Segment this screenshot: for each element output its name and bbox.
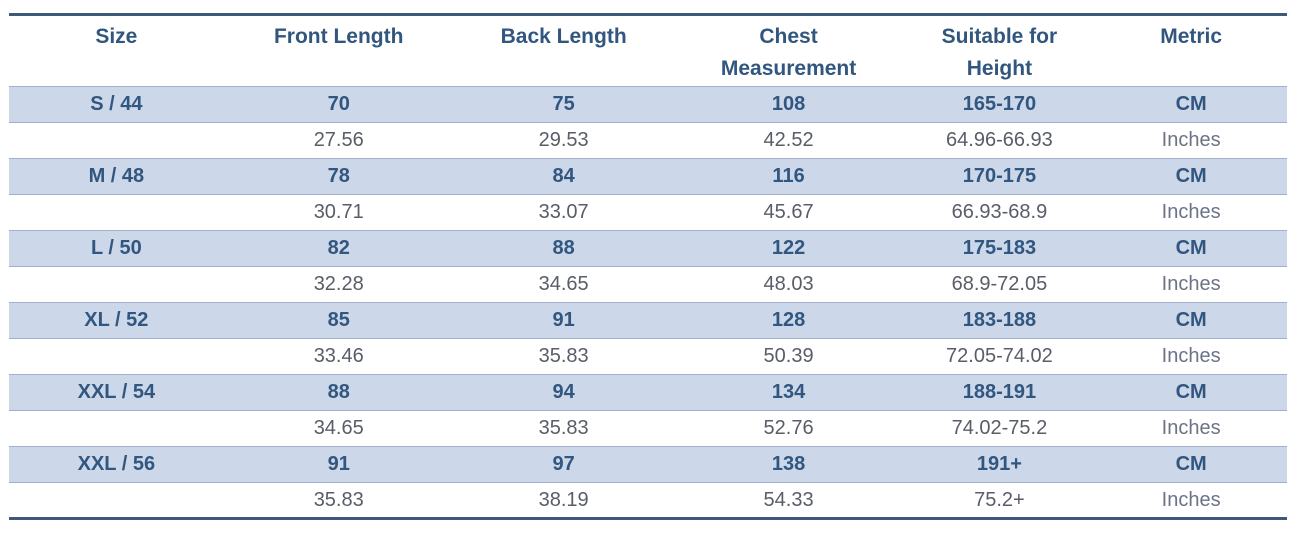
table-cell: 30.71	[223, 194, 454, 231]
table-cell: 78	[223, 158, 454, 195]
table-row-cm: XXL / 56 91 97 138 191+ CM	[9, 446, 1287, 483]
table-cell: 50.39	[673, 338, 904, 375]
table-cell: 88	[453, 230, 674, 267]
table-cell: 64.96-66.93	[903, 122, 1096, 159]
table-cell: 72.05-74.02	[903, 338, 1096, 375]
table-cell: 34.65	[223, 410, 454, 447]
table-cell: CM	[1095, 374, 1287, 411]
table-cell: 165-170	[903, 86, 1096, 123]
table-row-inches: 34.65 35.83 52.76 74.02-75.2 Inches	[9, 410, 1287, 447]
table-cell	[9, 266, 224, 303]
table-cell: 75.2+	[903, 482, 1096, 519]
column-header: Suitable for Height	[941, 25, 1058, 80]
table-cell: 34.65	[453, 266, 674, 303]
table-row-cm: XXL / 54 88 94 134 188-191 CM	[9, 374, 1287, 411]
column-header: Chest Measurement	[720, 25, 857, 80]
table-row-inches: 27.56 29.53 42.52 64.96-66.93 Inches	[9, 122, 1287, 159]
table-cell: 74.02-75.2	[903, 410, 1096, 447]
table-cell: Inches	[1095, 410, 1287, 447]
table-cell: 97	[453, 446, 674, 483]
table-cell: 29.53	[453, 122, 674, 159]
column-header: Front Length	[273, 25, 404, 48]
table-cell: XXL / 56	[9, 446, 224, 483]
header-row: Size Front Length Back Length Chest Measure…	[9, 15, 1287, 87]
table-cell: 45.67	[673, 194, 904, 231]
table-row-cm: XL / 52 85 91 128 183-188 CM	[9, 302, 1287, 339]
table-cell	[9, 122, 224, 159]
table-row-inches: 33.46 35.83 50.39 72.05-74.02 Inches	[9, 338, 1287, 375]
table-cell: 138	[673, 446, 904, 483]
table-cell: CM	[1095, 86, 1287, 123]
table-cell: 128	[673, 302, 904, 339]
table-cell: 68.9-72.05	[903, 266, 1096, 303]
table-cell: M / 48	[9, 158, 224, 195]
table-cell	[9, 194, 224, 231]
table-row-inches: 35.83 38.19 54.33 75.2+ Inches	[9, 482, 1287, 519]
table-cell: 116	[673, 158, 904, 195]
table-cell: XXL / 54	[9, 374, 224, 411]
table-cell: 175-183	[903, 230, 1096, 267]
table-cell: 38.19	[453, 482, 674, 519]
size-chart-table: Size Front Length Back Length Chest Measure…	[9, 13, 1287, 520]
table-cell: 52.76	[673, 410, 904, 447]
table-cell: 91	[223, 446, 454, 483]
table-cell: 48.03	[673, 266, 904, 303]
table-cell: 35.83	[453, 410, 674, 447]
table-cell: 75	[453, 86, 674, 123]
table-cell: 188-191	[903, 374, 1096, 411]
table-cell: 35.83	[453, 338, 674, 375]
table-cell: 183-188	[903, 302, 1096, 339]
table-cell: 94	[453, 374, 674, 411]
table-cell: L / 50	[9, 230, 224, 267]
table-cell: 32.28	[223, 266, 454, 303]
table-cell: 70	[223, 86, 454, 123]
table-cell: 33.46	[223, 338, 454, 375]
table-cell: CM	[1095, 230, 1287, 267]
table-cell: Inches	[1095, 266, 1287, 303]
table-cell: CM	[1095, 446, 1287, 483]
column-header: Size	[95, 25, 138, 48]
table-cell: 108	[673, 86, 904, 123]
table-cell: S / 44	[9, 86, 224, 123]
table-row-cm: M / 48 78 84 116 170-175 CM	[9, 158, 1287, 195]
table-cell: XL / 52	[9, 302, 224, 339]
table-cell: Inches	[1095, 482, 1287, 519]
table-row-inches: 30.71 33.07 45.67 66.93-68.9 Inches	[9, 194, 1287, 231]
table-cell: 134	[673, 374, 904, 411]
table-cell: 82	[223, 230, 454, 267]
table-cell: 42.52	[673, 122, 904, 159]
table-cell: 170-175	[903, 158, 1096, 195]
column-header: Metric	[1160, 25, 1223, 48]
table-row-cm: S / 44 70 75 108 165-170 CM	[9, 86, 1287, 123]
table-cell: 33.07	[453, 194, 674, 231]
size-chart: Size Front Length Back Length Chest Measure…	[9, 13, 1287, 520]
table-cell: CM	[1095, 302, 1287, 339]
table-row-inches: 32.28 34.65 48.03 68.9-72.05 Inches	[9, 266, 1287, 303]
table-cell: 191+	[903, 446, 1096, 483]
table-row-cm: L / 50 82 88 122 175-183 CM	[9, 230, 1287, 267]
column-header: Back Length	[500, 25, 627, 48]
table-cell: Inches	[1095, 338, 1287, 375]
table-cell: 54.33	[673, 482, 904, 519]
table-cell: Inches	[1095, 122, 1287, 159]
table-cell: 35.83	[223, 482, 454, 519]
table-cell: 27.56	[223, 122, 454, 159]
table-cell: 84	[453, 158, 674, 195]
table-cell: 88	[223, 374, 454, 411]
table-cell	[9, 482, 224, 519]
table-cell: 91	[453, 302, 674, 339]
table-cell: 66.93-68.9	[903, 194, 1096, 231]
table-cell: 122	[673, 230, 904, 267]
table-cell	[9, 410, 224, 447]
table-cell: Inches	[1095, 194, 1287, 231]
table-cell	[9, 338, 224, 375]
table-cell: CM	[1095, 158, 1287, 195]
table-cell: 85	[223, 302, 454, 339]
